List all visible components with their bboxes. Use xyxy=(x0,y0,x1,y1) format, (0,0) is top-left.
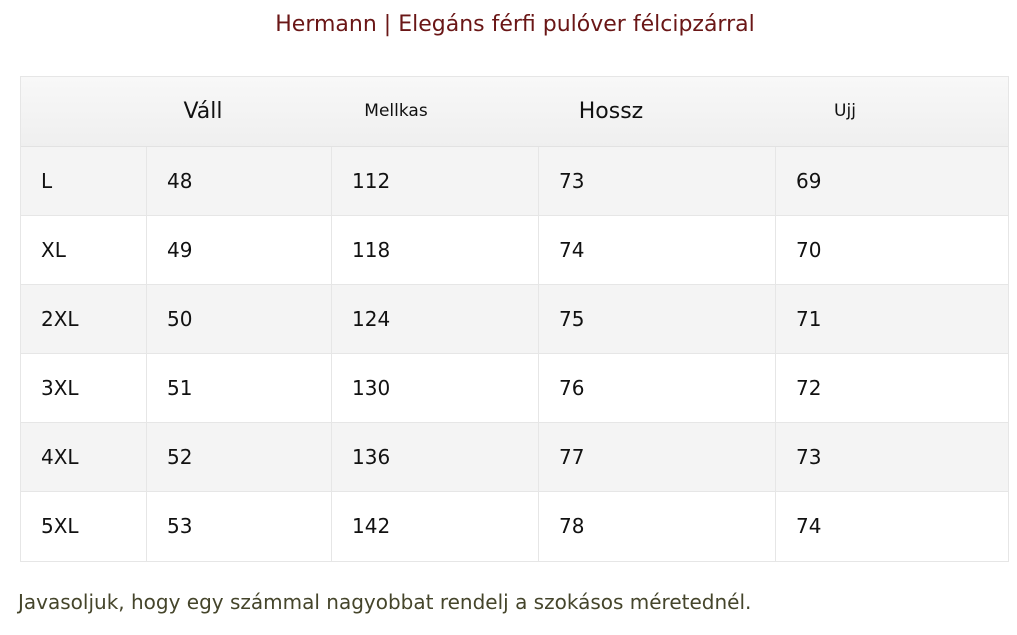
table-row: XL 49 118 74 70 xyxy=(21,216,1008,285)
measurement-cell: 136 xyxy=(332,423,539,491)
header-vall: Váll xyxy=(183,99,223,124)
table-row: L 48 112 73 69 xyxy=(21,147,1008,216)
table-row: 3XL 51 130 76 72 xyxy=(21,354,1008,423)
measurement-cell: 78 xyxy=(539,492,776,561)
size-table: Váll Mellkas Hossz Ujj L 48 112 73 69 XL 49 118… xyxy=(20,76,1009,562)
measurement-cell: 53 xyxy=(147,492,332,561)
measurement-cell: 74 xyxy=(539,216,776,284)
size-cell: XL xyxy=(21,216,147,284)
size-cell: 3XL xyxy=(21,354,147,422)
size-cell: 4XL xyxy=(21,423,147,491)
size-cell: 2XL xyxy=(21,285,147,353)
measurement-cell: 52 xyxy=(147,423,332,491)
table-row: 5XL 53 142 78 74 xyxy=(21,492,1008,561)
table-header: Váll Mellkas Hossz Ujj xyxy=(21,77,1008,147)
measurement-cell: 142 xyxy=(332,492,539,561)
measurement-cell: 73 xyxy=(539,147,776,215)
measurement-cell: 70 xyxy=(796,238,822,262)
measurement-cell: 124 xyxy=(332,285,539,353)
size-note: Javasoljuk, hogy egy számmal nagyobbat r… xyxy=(18,590,752,614)
table-row: 4XL 52 136 77 73 xyxy=(21,423,1008,492)
table-row: 2XL 50 124 75 71 xyxy=(21,285,1008,354)
header-hossz: Hossz xyxy=(578,99,644,124)
measurement-cell: 75 xyxy=(539,285,776,353)
page-title: Hermann | Elegáns férfi pulóver félcipzá… xyxy=(275,12,755,37)
measurement-cell: 50 xyxy=(147,285,332,353)
measurement-cell: 71 xyxy=(796,307,822,331)
measurement-cell: 130 xyxy=(332,354,539,422)
measurement-cell: 74 xyxy=(796,514,822,538)
measurement-cell: 112 xyxy=(332,147,539,215)
measurement-cell: 51 xyxy=(147,354,332,422)
measurement-cell: 73 xyxy=(796,445,822,469)
measurement-cell: 72 xyxy=(796,376,822,400)
size-cell: 5XL xyxy=(21,492,147,561)
measurement-cell: 76 xyxy=(539,354,776,422)
measurement-cell: 77 xyxy=(539,423,776,491)
header-ujj: Ujj xyxy=(834,101,856,121)
size-cell: L xyxy=(21,147,147,215)
header-mellkas: Mellkas xyxy=(364,101,428,121)
measurement-cell: 49 xyxy=(147,216,332,284)
measurement-cell: 69 xyxy=(796,169,822,193)
measurement-cell: 48 xyxy=(147,147,332,215)
measurement-cell: 118 xyxy=(332,216,539,284)
